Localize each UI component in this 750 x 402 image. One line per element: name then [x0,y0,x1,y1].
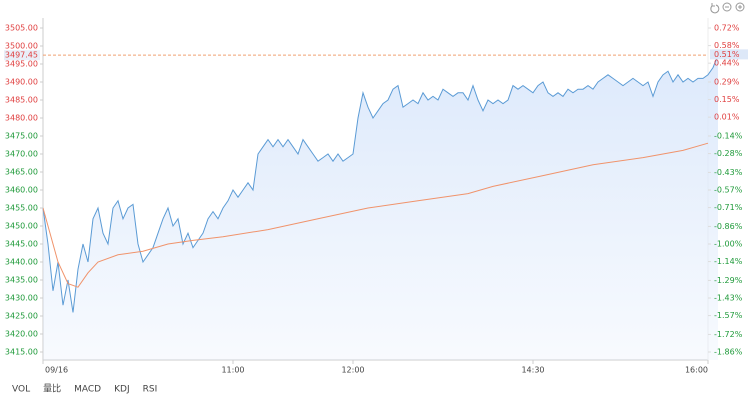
indicator-tab[interactable]: 量比 [43,383,61,395]
y2-tick-label: -1.00% [714,240,743,249]
indicator-tab[interactable]: VOL [12,385,30,395]
y-tick-label: 3460.00 [5,186,38,195]
y-tick-label: 3425.00 [5,312,38,321]
y2-tick-label: 0.15% [714,95,740,104]
y-tick-label: 3495.00 [5,60,38,69]
zoom-out-icon[interactable] [722,2,732,12]
y-tick-label: 3415.00 [5,348,38,357]
y2-tick-label: 0.29% [714,78,740,87]
y2-tick-label: -1.57% [714,311,743,320]
y-tick-label: 3455.00 [5,204,38,213]
y-tick-label: 3485.00 [5,96,38,105]
y2-tick-label: -1.72% [714,330,743,339]
y2-tick-label: -1.86% [714,348,743,357]
last-price-box [4,50,40,61]
x-tick-label: 16:00 [685,366,708,375]
reset-icon[interactable] [710,3,720,14]
y-tick-label: 3500.00 [5,42,38,51]
x-tick-label: 14:30 [521,366,544,375]
indicator-tab[interactable]: KDJ [114,385,130,395]
y-tick-label: 3450.00 [5,222,38,231]
y-tick-label: 3480.00 [5,114,38,123]
y2-tick-label: 0.44% [714,59,740,68]
last-price-label: 3497.45 [5,51,38,60]
price-area [43,55,718,360]
y2-tick-label: -0.86% [714,222,743,231]
y-tick-label: 3470.00 [5,150,38,159]
y2-tick-label: 0.58% [714,41,740,50]
zoom-in-icon[interactable] [735,2,745,12]
y-tick-label: 3435.00 [5,276,38,285]
y2-tick-label: -0.43% [714,168,743,177]
y-tick-label: 3430.00 [5,294,38,303]
y-tick-label: 3490.00 [5,78,38,87]
y-tick-label: 3465.00 [5,168,38,177]
x-tick-label: 11:00 [221,366,244,375]
y2-tick-label: -0.14% [714,132,743,141]
y2-tick-label: -0.57% [714,186,743,195]
toolbar-icons [710,2,745,14]
y-tick-label: 3420.00 [5,330,38,339]
y2-tick-label: -0.28% [714,149,743,158]
average-line [42,142,709,288]
last-change-box [710,49,748,60]
y-tick-label: 3475.00 [5,132,38,141]
indicator-tab[interactable]: RSI [143,385,158,395]
y2-tick-label: -1.14% [714,257,743,266]
last-change-label: 0.51% [714,50,740,59]
y2-tick-label: 0.01% [714,113,740,122]
y-tick-label: 3440.00 [5,258,38,267]
indicator-tab[interactable]: MACD [74,385,101,395]
zoom-in-icon-cross [738,5,742,9]
x-tick-label: 12:00 [341,366,364,375]
y2-tick-label: 0.72% [714,24,740,33]
y-tick-label: 3505.00 [5,24,38,33]
y2-tick-label: -1.43% [714,294,743,303]
x-tick-label: 09/16 [45,366,68,375]
price-line [42,55,719,313]
y2-tick-label: -1.29% [714,276,743,285]
y-tick-label: 3445.00 [5,240,38,249]
y2-tick-label: -0.71% [714,203,743,212]
